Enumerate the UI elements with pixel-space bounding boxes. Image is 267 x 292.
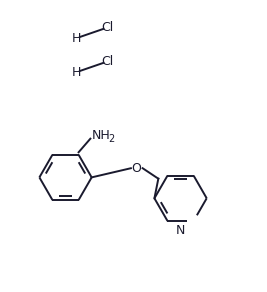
Text: H: H xyxy=(71,66,81,79)
Text: Cl: Cl xyxy=(101,20,113,34)
Text: O: O xyxy=(131,162,141,175)
Text: Cl: Cl xyxy=(101,55,113,67)
Text: N: N xyxy=(176,225,185,237)
Text: H: H xyxy=(71,32,81,45)
Text: 2: 2 xyxy=(108,134,114,144)
Text: NH: NH xyxy=(92,129,111,142)
